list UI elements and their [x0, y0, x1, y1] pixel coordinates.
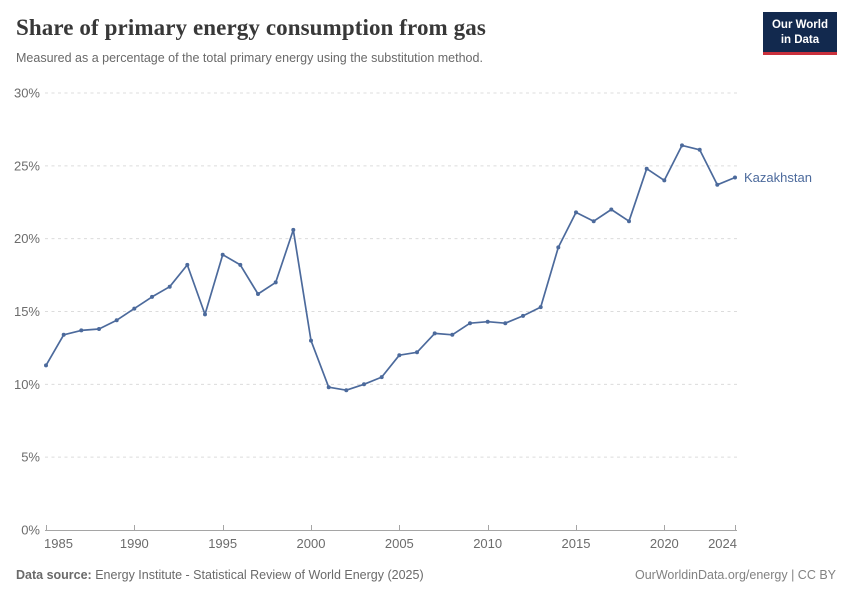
x-tick-label: 2000 [297, 536, 326, 551]
page-subtitle: Measured as a percentage of the total pr… [16, 51, 483, 65]
x-tick-label: 2005 [385, 536, 414, 551]
data-point[interactable] [238, 262, 243, 267]
data-point[interactable] [521, 313, 525, 318]
attribution-text: OurWorldinData.org/energy | CC BY [634, 568, 836, 582]
data-point[interactable] [309, 338, 313, 343]
data-point[interactable] [185, 262, 190, 267]
y-tick-label: 10% [14, 377, 40, 392]
data-point[interactable] [556, 245, 561, 250]
data-point[interactable] [662, 178, 667, 183]
data-point[interactable] [344, 388, 349, 393]
data-point[interactable] [538, 305, 543, 310]
y-tick-label: 25% [14, 158, 40, 173]
data-point[interactable] [132, 306, 137, 311]
data-point[interactable] [273, 280, 278, 285]
data-point[interactable] [450, 332, 455, 337]
data-point[interactable] [362, 382, 366, 387]
data-point[interactable] [680, 143, 684, 148]
data-point[interactable] [44, 363, 48, 368]
data-source-label: Data source: [16, 568, 92, 582]
data-point[interactable] [697, 147, 702, 152]
data-point[interactable] [220, 252, 225, 257]
data-point[interactable] [256, 292, 260, 296]
x-tick-label: 2020 [650, 536, 679, 551]
data-point[interactable] [627, 219, 631, 224]
chart-footer: Data source: Energy Institute - Statisti… [16, 568, 836, 582]
entity-label-kazakhstan[interactable]: Kazakhstan [744, 170, 812, 185]
data-point[interactable] [591, 219, 596, 224]
data-point[interactable] [291, 227, 296, 232]
page-title: Share of primary energy consumption from… [16, 15, 486, 40]
data-point[interactable] [644, 166, 649, 171]
y-tick-label: 30% [14, 86, 40, 101]
data-point[interactable] [397, 353, 402, 358]
data-point[interactable] [97, 327, 101, 331]
data-source-text: Energy Institute - Statistical Review of… [95, 568, 424, 582]
data-line-kazakhstan[interactable] [45, 144, 736, 392]
owid-logo-line2: in Data [780, 33, 820, 46]
y-tick-label: 15% [14, 304, 40, 319]
x-tick-label: 1995 [208, 536, 237, 551]
data-point[interactable] [114, 318, 119, 323]
data-point[interactable] [715, 182, 720, 187]
data-point[interactable] [574, 210, 578, 215]
x-tick-label: 2010 [473, 536, 502, 551]
data-point[interactable] [150, 294, 154, 299]
data-point[interactable] [432, 331, 437, 336]
owid-logo[interactable]: Our World in Data [762, 12, 837, 55]
x-tick-label: 1990 [120, 536, 149, 551]
data-point[interactable] [79, 328, 84, 333]
x-tick-label: 2015 [562, 536, 591, 551]
data-point[interactable] [379, 375, 384, 380]
y-tick-label: 5% [21, 450, 40, 465]
x-tick-label: 2024 [708, 536, 737, 551]
data-point[interactable] [415, 350, 419, 355]
y-tick-label: 0% [21, 523, 40, 538]
data-point[interactable] [485, 319, 490, 324]
x-tick-label: 1985 [44, 536, 73, 551]
data-point[interactable] [203, 312, 207, 317]
data-point[interactable] [468, 321, 472, 326]
data-source-note: Data source: Energy Institute - Statisti… [16, 568, 424, 582]
data-point[interactable] [733, 175, 737, 180]
data-point[interactable] [326, 385, 331, 390]
data-point[interactable] [609, 207, 614, 212]
data-point[interactable] [503, 321, 508, 326]
owid-logo-line1: Our World [771, 19, 828, 31]
data-point[interactable] [167, 284, 172, 289]
y-tick-label: 20% [14, 231, 40, 246]
data-point[interactable] [61, 332, 66, 337]
